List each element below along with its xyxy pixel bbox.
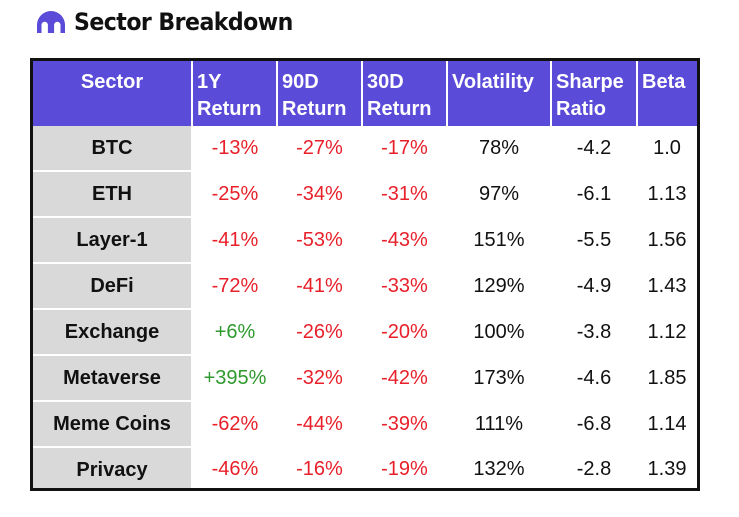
page-title: Sector Breakdown [74,8,293,36]
table-cell: 1.14 [647,412,687,435]
table-cell: 1.0 [653,137,681,159]
column-header-line: 1Y [197,71,222,93]
table-cell: 129% [473,274,525,297]
header: Sector Breakdown [36,6,312,38]
column-header-line: 30D [367,71,404,93]
table-cell: 100% [473,320,525,343]
column-header-line: Return [282,98,347,120]
column-header-line: Ratio [556,98,606,120]
table-cell: 111% [474,412,524,435]
table-cell: 1.85 [647,366,687,389]
table-cell: -32% [296,366,343,389]
column-header: Volatility [447,61,552,126]
table-cell: -53% [296,228,343,251]
table-cell: -6.8 [576,412,612,435]
table-row: Meme Coins -62% -44% -39% 111% -6.8 1.14 [33,401,697,448]
table-cell: -6.1 [576,182,612,205]
sector-table-container: Sector 1Y Return 90D Return 30D Return Volatili… [30,58,700,491]
sector-name-cell: Metaverse [33,355,193,402]
table-row: Privacy -46% -16% -19% 132% -2.8 1.39 [33,447,697,488]
table-cell: -16% [296,458,343,480]
table-cell: 1.12 [647,320,687,343]
column-header-line: Return [367,98,432,120]
table-row: ETH -25% -34% -31% 97% -6.1 1.13 [33,171,697,218]
table-cell: 1.56 [647,228,687,251]
sector-table: Sector 1Y Return 90D Return 30D Return Volatili… [33,61,697,488]
column-header: 30D Return [362,61,448,126]
table-cell: -19% [381,458,428,480]
column-header-line: Beta [642,71,686,93]
table-cell: 1.13 [647,182,687,205]
column-header-line: Sharpe [556,71,624,93]
table-cell: 132% [473,458,525,480]
table-header: Sector 1Y Return 90D Return 30D Return Volatili… [33,61,697,126]
table-cell: -62% [211,412,259,435]
table-cell: 151% [473,228,525,251]
table-row: Metaverse +395% -32% -42% 173% -4.6 1.85 [33,355,697,402]
table-cell: +395% [203,366,267,389]
table-cell: -41% [211,228,259,251]
table-cell: 1.39 [647,458,687,480]
table-cell: -72% [211,274,259,297]
sector-name-cell: Layer-1 [33,217,193,264]
sector-name-cell: Meme Coins [33,401,193,448]
table-body: BTC -13% -27% -17% 78% -4.2 1.0 ETH -25% -34% -31%… [33,126,697,488]
sector-name-cell: Privacy [33,447,193,488]
table-cell: -34% [296,182,343,205]
table-cell: 97% [478,182,520,205]
column-header: 90D Return [277,61,363,126]
table-cell: -17% [381,137,428,159]
table-cell: -5.5 [576,228,612,251]
column-header-line: Volatility [452,71,534,93]
table-cell: -31% [381,182,428,205]
column-header: Sharpe Ratio [551,61,638,126]
column-header: 1Y Return [192,61,278,126]
table-cell: 173% [473,366,525,389]
table-row: DeFi -72% -41% -33% 129% -4.9 1.43 [33,263,697,310]
header-row: Sector 1Y Return 90D Return 30D Return Volatili… [33,61,697,126]
table-cell: -33% [381,274,428,297]
table-cell: -2.8 [576,458,612,480]
table-cell: -39% [381,412,428,435]
table-cell: -46% [211,458,259,480]
table-row: Layer-1 -41% -53% -43% 151% -5.5 1.56 [33,217,697,264]
table-cell: -4.6 [576,366,612,389]
sector-name-cell: BTC [33,126,193,172]
table-cell: +6% [214,320,256,343]
table-cell: -26% [296,320,343,343]
table-cell: -44% [296,412,343,435]
table-row: Exchange +6% -26% -20% 100% -3.8 1.12 [33,309,697,356]
table-cell: -20% [381,320,428,343]
table-cell: -25% [211,182,259,205]
sector-name-cell: ETH [33,171,193,218]
column-header-line: 90D [282,71,319,93]
column-header: Beta [637,61,697,126]
sector-name-cell: DeFi [33,263,193,310]
logo-icon [37,11,65,33]
table-cell: -13% [211,137,259,159]
table-cell: 1.43 [647,274,687,297]
table-cell: -4.9 [576,274,612,297]
column-header-line: Sector [80,71,144,93]
sector-name-cell: Exchange [33,309,193,356]
table-cell: -41% [296,274,343,297]
column-header-line: Return [197,98,262,120]
table-cell: -27% [296,137,343,159]
table-cell: -42% [381,366,428,389]
column-header: Sector [33,61,193,126]
table-cell: 78% [478,137,520,159]
table-cell: -3.8 [576,320,612,343]
table-cell: -4.2 [576,137,612,159]
table-row: BTC -13% -27% -17% 78% -4.2 1.0 [33,126,697,172]
table-cell: -43% [381,228,428,251]
